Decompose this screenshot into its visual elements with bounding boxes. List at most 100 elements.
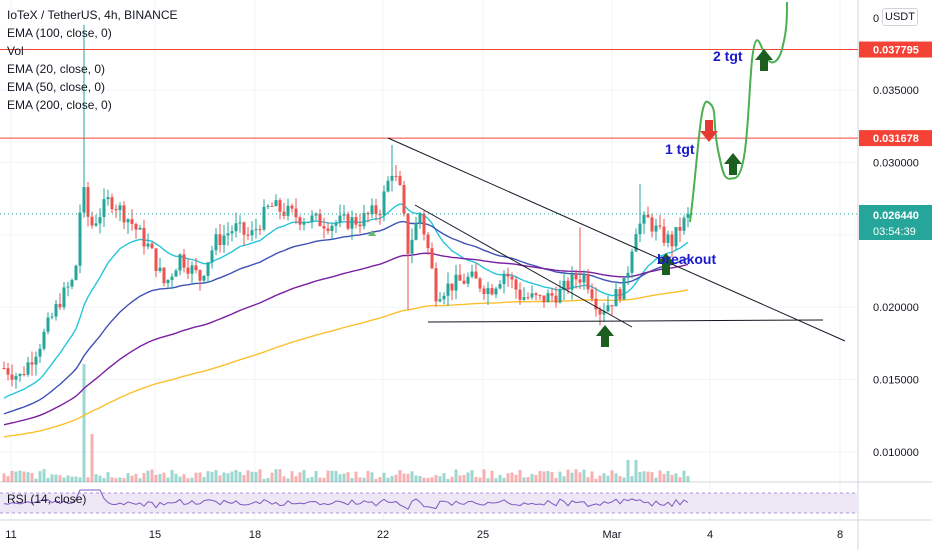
ema-100-line [3, 252, 689, 426]
candle-body [214, 234, 218, 251]
volume-bar [590, 471, 594, 482]
volume-bar [174, 473, 178, 482]
candle-body [78, 212, 82, 266]
candle-body [578, 279, 582, 283]
candle-body [530, 293, 534, 298]
candle-body [526, 297, 530, 299]
volume-bar [198, 472, 202, 482]
candle-body [638, 223, 642, 235]
up-arrow-breakout [657, 253, 675, 275]
volume-bar [458, 475, 462, 482]
ema-50-line [3, 220, 689, 415]
volume-bar [526, 477, 530, 482]
legend-volume[interactable]: Vol [7, 44, 24, 58]
candle-body [266, 205, 270, 207]
volume-bar [406, 473, 410, 482]
volume-bar [42, 469, 46, 482]
volume-bar [58, 475, 62, 482]
rsi-legend[interactable]: RSI (14, close) [7, 492, 87, 506]
volume-bar [642, 471, 646, 482]
volume-bar [194, 472, 198, 482]
volume-bar [306, 478, 310, 482]
volume-bar [386, 477, 390, 482]
support-line [427, 319, 824, 323]
candle-body [334, 222, 338, 226]
candle-body [462, 280, 466, 284]
volume-bar [38, 471, 42, 482]
candle-body [454, 274, 458, 291]
volume-bar [350, 478, 354, 482]
volume-bar [542, 471, 546, 482]
candle-body [626, 272, 630, 278]
volume-bar [242, 475, 246, 482]
candle-body [358, 224, 362, 227]
candle-body [354, 217, 358, 225]
candle-body [222, 235, 226, 246]
volume-bar [578, 472, 582, 482]
candle-body [318, 213, 322, 227]
candle-body [62, 287, 66, 308]
candle-body [278, 200, 282, 212]
candle-body [490, 288, 494, 295]
candle-body [622, 277, 626, 300]
candle-body [666, 234, 670, 243]
volume-bar [330, 470, 334, 482]
volume-bar [602, 473, 606, 482]
candle-body [158, 267, 162, 272]
candle-body [410, 239, 414, 254]
volume-bar [202, 477, 206, 482]
volume-bar [298, 472, 302, 482]
candle-body [330, 225, 334, 232]
volume-bar [270, 472, 274, 482]
volume-bar [682, 470, 686, 482]
volume-bar [18, 470, 22, 482]
candle-body [610, 305, 614, 307]
candle-body [202, 275, 206, 281]
volume-bar [622, 477, 626, 482]
candle-body [466, 276, 470, 284]
trendline-upper [387, 137, 846, 342]
volume-bar [618, 476, 622, 482]
legend-ema20[interactable]: EMA (20, close, 0) [7, 62, 106, 76]
volume-bar [258, 469, 262, 482]
volume-bar [154, 474, 158, 482]
volume-bar [14, 471, 18, 482]
volume-bar [66, 475, 70, 482]
volume-bar [150, 469, 154, 482]
candle-body [262, 206, 266, 230]
volume-bar [530, 473, 534, 482]
volume-bar [554, 478, 558, 482]
volume-bar [114, 478, 118, 482]
volume-bar [410, 471, 414, 482]
legend-ema100[interactable]: EMA (100, close, 0) [7, 26, 112, 40]
candle-body [686, 213, 690, 218]
currency-button[interactable]: USDT [882, 8, 918, 26]
candle-body [130, 219, 134, 224]
volume-bar [2, 473, 6, 482]
volume-bar [134, 473, 138, 482]
volume-bar [158, 473, 162, 482]
candle-body [198, 270, 202, 281]
candle-body [558, 289, 562, 303]
candle-body [538, 295, 542, 297]
volume-bar [446, 478, 450, 482]
candle-body [66, 286, 70, 288]
volume-bar [442, 473, 446, 482]
volume-bar [658, 470, 662, 482]
volume-bar [82, 364, 86, 482]
volume-bar [106, 472, 110, 482]
volume-bar [662, 473, 666, 482]
volume-bar [366, 470, 370, 482]
volume-bar [230, 471, 234, 482]
volume-bar [574, 469, 578, 482]
candle-body [106, 197, 110, 200]
candle-body [378, 213, 382, 216]
volume-bar [346, 472, 350, 482]
candle-body [286, 205, 290, 216]
time-tick-label: Mar [603, 529, 622, 541]
legend-ema50[interactable]: EMA (50, close, 0) [7, 80, 106, 94]
candle-body [242, 222, 246, 235]
legend-ema200[interactable]: EMA (200, close, 0) [7, 98, 112, 112]
volume-bar [90, 434, 94, 482]
